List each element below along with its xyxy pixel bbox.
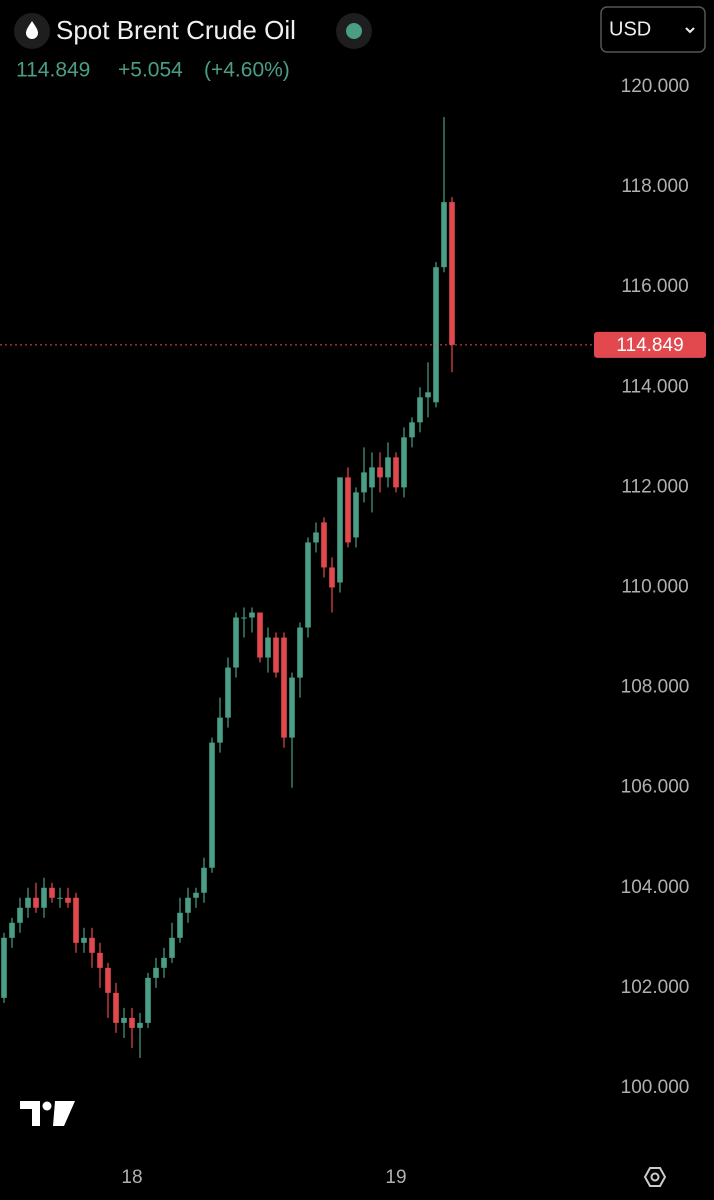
x-tick-label: 18	[121, 1167, 142, 1188]
candle-body	[177, 912, 183, 938]
oil-drop-icon	[26, 21, 38, 39]
candle-body	[337, 477, 343, 583]
candle-body	[17, 907, 23, 923]
logo-part	[53, 1101, 75, 1126]
y-tick-label: 114.000	[621, 376, 688, 397]
candle-body	[377, 467, 383, 478]
logo-part	[42, 1101, 52, 1111]
candle-body	[225, 667, 231, 718]
candle-body	[409, 422, 415, 438]
currency-select[interactable]	[600, 6, 706, 53]
candle-body	[65, 897, 71, 903]
candle-body	[289, 677, 295, 738]
candle-body	[265, 637, 271, 658]
candle-body	[345, 477, 351, 543]
candle-body	[169, 937, 175, 958]
candle-body	[257, 612, 263, 658]
currency-label: USD	[609, 18, 651, 40]
candle-body	[137, 1022, 143, 1028]
candle-body	[425, 392, 431, 398]
candle-body	[97, 952, 103, 968]
candle-body	[353, 492, 359, 538]
chart-title: Spot Brent Crude Oil	[56, 15, 296, 45]
candle-body	[433, 267, 439, 403]
candle-body	[25, 897, 31, 908]
candle-body	[417, 397, 423, 423]
candle-body	[209, 742, 215, 868]
candle-body	[81, 937, 87, 943]
candle-body	[121, 1017, 127, 1023]
candle-body	[313, 532, 319, 543]
candle-body	[1, 937, 7, 998]
gear-outline	[643, 1167, 667, 1187]
last-price-label: 114.849	[616, 335, 683, 356]
candle-body	[105, 967, 111, 993]
candle-body	[73, 897, 79, 943]
gear-center	[650, 1172, 660, 1182]
candle-body	[305, 542, 311, 628]
logo-part	[20, 1101, 40, 1126]
y-tick-label: 106.000	[621, 777, 690, 798]
price: 114.849	[16, 59, 90, 82]
candle-body	[161, 957, 167, 968]
x-tick-label: 19	[385, 1167, 406, 1188]
candle-body	[441, 202, 447, 268]
candle-body	[129, 1017, 135, 1028]
candle-body	[401, 437, 407, 488]
candle-body	[153, 967, 159, 978]
candle-body	[201, 867, 207, 893]
candle-body	[217, 717, 223, 743]
candle-body	[369, 467, 375, 488]
y-tick-label: 112.000	[621, 476, 688, 497]
candle-body	[233, 617, 239, 668]
candle-body	[49, 887, 55, 898]
change: +5.054	[118, 59, 183, 82]
last-price-tag	[594, 331, 706, 358]
y-tick-label: 116.000	[621, 276, 688, 297]
candle-body	[329, 567, 335, 588]
candle-body	[393, 457, 399, 488]
candle-body	[281, 637, 287, 738]
candle-body	[273, 637, 279, 673]
candle-body	[57, 897, 63, 899]
candle-body	[361, 472, 367, 493]
candle-body	[385, 457, 391, 478]
candle-body	[449, 202, 455, 345]
candle-body	[241, 617, 247, 619]
candle-body	[321, 522, 327, 568]
candle-body	[185, 897, 191, 913]
candle-body	[33, 897, 39, 908]
candle-body	[89, 937, 95, 953]
y-tick-label: 104.000	[621, 877, 690, 898]
settings-icon[interactable]	[643, 1167, 667, 1187]
dropdown-arrow	[685, 27, 695, 34]
y-tick-label: 118.000	[621, 176, 688, 197]
y-tick-label: 108.000	[621, 677, 690, 698]
tv-logo	[20, 1101, 75, 1126]
y-tick-label: 102.000	[621, 977, 690, 998]
y-tick-label: 100.000	[621, 1077, 690, 1098]
candle-body	[145, 977, 151, 1023]
y-tick-label: 120.000	[621, 76, 690, 97]
candle-body	[9, 922, 15, 938]
y-tick-label: 110.000	[621, 577, 688, 598]
candle-body	[113, 992, 119, 1023]
candle-body	[249, 612, 255, 618]
status-dot	[346, 23, 362, 39]
candle-body	[193, 892, 199, 898]
candle-body	[41, 887, 47, 908]
candle-body	[297, 627, 303, 678]
change-pct: (+4.60%)	[204, 59, 290, 82]
